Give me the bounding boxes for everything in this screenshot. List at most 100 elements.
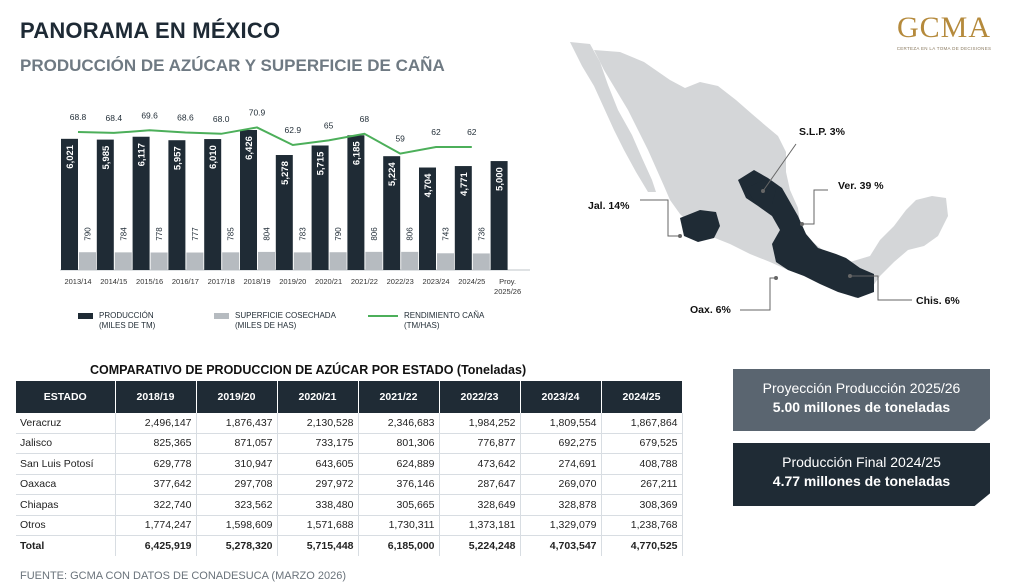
value-cell: 1,598,609 [196,515,278,536]
column-header: 2021/22 [358,381,440,413]
surface-bar [222,252,240,270]
surface-label: 736 [477,227,486,241]
value-cell: 377,642 [115,474,197,495]
map-label-ver: Ver. 39 % [838,180,884,192]
surface-bar [258,251,275,270]
value-cell: 1,329,079 [520,515,602,536]
state-cell: Otros [16,515,116,536]
value-cell: 267,211 [601,474,683,495]
value-cell: 322,740 [115,494,197,516]
production-bar [132,136,150,270]
production-label: 6,021 [65,144,76,168]
x-tick-label: 2018/19 [243,277,270,286]
production-label: 5,957 [172,146,183,170]
legend-label: RENDIMIENTO CAÑA [404,311,485,320]
x-tick-label-part: 2025/26 [494,287,521,296]
value-cell: 1,876,437 [196,413,278,434]
jalisco-state [680,210,720,242]
value-cell: 1,238,768 [601,515,683,536]
value-cell: 1,730,311 [358,515,440,536]
surface-label: 806 [406,227,415,241]
final-production-label: Producción Final 2024/25 [782,454,941,470]
value-cell: 776,877 [439,433,521,454]
x-tick-label: 2016/17 [172,277,199,286]
production-label: 6,010 [208,145,219,169]
logo-tagline: CERTEZA EN LA TOMA DE DECISIONES [896,46,992,51]
final-production-box: Producción Final 2024/25 4.77 millones d… [733,443,990,506]
value-cell: 4,703,547 [520,535,602,556]
surface-label: 743 [442,227,451,241]
production-bar [61,138,78,270]
production-bar [419,167,436,270]
surface-label: 778 [155,227,164,241]
surface-bar [401,251,419,270]
yield-label: 62.9 [285,125,302,135]
legend-swatch-production [78,312,93,319]
production-bar [204,139,222,270]
legend-yield: RENDIMIENTO CAÑA (TM/HAS) [368,311,484,331]
column-header: 2024/25 [601,381,683,413]
surface-bar [79,252,96,270]
x-tick-label: 2022/23 [387,277,414,286]
yield-label: 69.6 [141,110,158,120]
value-cell: 801,306 [358,433,440,454]
production-label: 5,000 [495,167,506,191]
surface-bar [437,253,454,270]
x-tick-label: Proy. 2025/26 [494,277,521,296]
x-tick-label: 2015/16 [136,277,163,286]
state-cell: Total [16,535,116,556]
table-row: Jalisco 825,365 871,057 733,175 801,306 776,8… [16,433,683,454]
table-row: Oaxaca 377,642 297,708 297,972 376,146 287,64… [16,474,683,495]
production-label: 6,426 [244,136,255,160]
legend-swatch-yield [368,314,398,317]
state-cell: Veracruz [16,413,116,434]
value-cell: 1,809,554 [520,413,602,434]
value-cell: 297,972 [277,474,359,495]
production-bar [311,145,329,270]
map-label-slp: S.L.P. 3% [799,126,845,138]
value-cell: 5,715,448 [277,535,359,556]
production-bar [454,166,472,270]
logo-text: GCMA [896,11,991,44]
source-note: FUENTE: GCMA CON DATOS DE CONADESUCA (MA… [20,570,346,582]
slp-leader [762,143,797,192]
production-label: 4,771 [459,171,470,195]
surface-label: 806 [370,227,379,241]
value-cell: 269,070 [520,474,602,495]
x-tick-label-part: Proy. [499,277,516,286]
production-label: 6,117 [137,143,148,166]
legend-unit: (MILES DE HAS) [235,321,297,330]
surface-bar [114,252,132,270]
column-header: 2022/23 [439,381,521,413]
production-bar [275,155,293,270]
yield-label: 68.4 [106,113,123,123]
production-label: 5,715 [316,151,327,175]
value-cell: 297,708 [196,474,278,495]
surface-label: 783 [298,227,307,241]
yield-label: 70.9 [249,107,266,117]
value-cell: 692,275 [520,433,602,454]
chis-leader [850,275,912,301]
production-label: 5,985 [101,145,112,169]
value-cell: 338,480 [277,494,359,516]
x-tick-label: 2023/24 [422,277,449,286]
table-row: San Luis Potosí 629,778 310,947 643,605 624,… [16,453,683,475]
surface-label: 790 [84,227,93,241]
x-tick-label: 2014/15 [100,277,127,286]
value-cell: 825,365 [115,433,197,454]
production-bar [383,156,401,270]
surface-label: 784 [119,227,128,241]
yield-label: 62 [431,127,441,137]
state-cell: Chiapas [16,494,116,516]
surface-label: 785 [227,227,236,241]
value-cell: 679,525 [601,433,683,454]
surface-bar [365,251,383,270]
oax-leader [740,277,776,311]
production-label: 4,704 [423,173,434,197]
table-title: COMPARATIVO DE PRODUCCION DE AZÚCAR POR … [90,363,527,377]
projection-value: 5.00 millones de toneladas [772,399,951,415]
value-cell: 2,346,683 [358,413,440,434]
baja-california [570,42,656,192]
value-cell: 274,691 [520,453,602,475]
value-cell: 323,562 [196,494,278,516]
